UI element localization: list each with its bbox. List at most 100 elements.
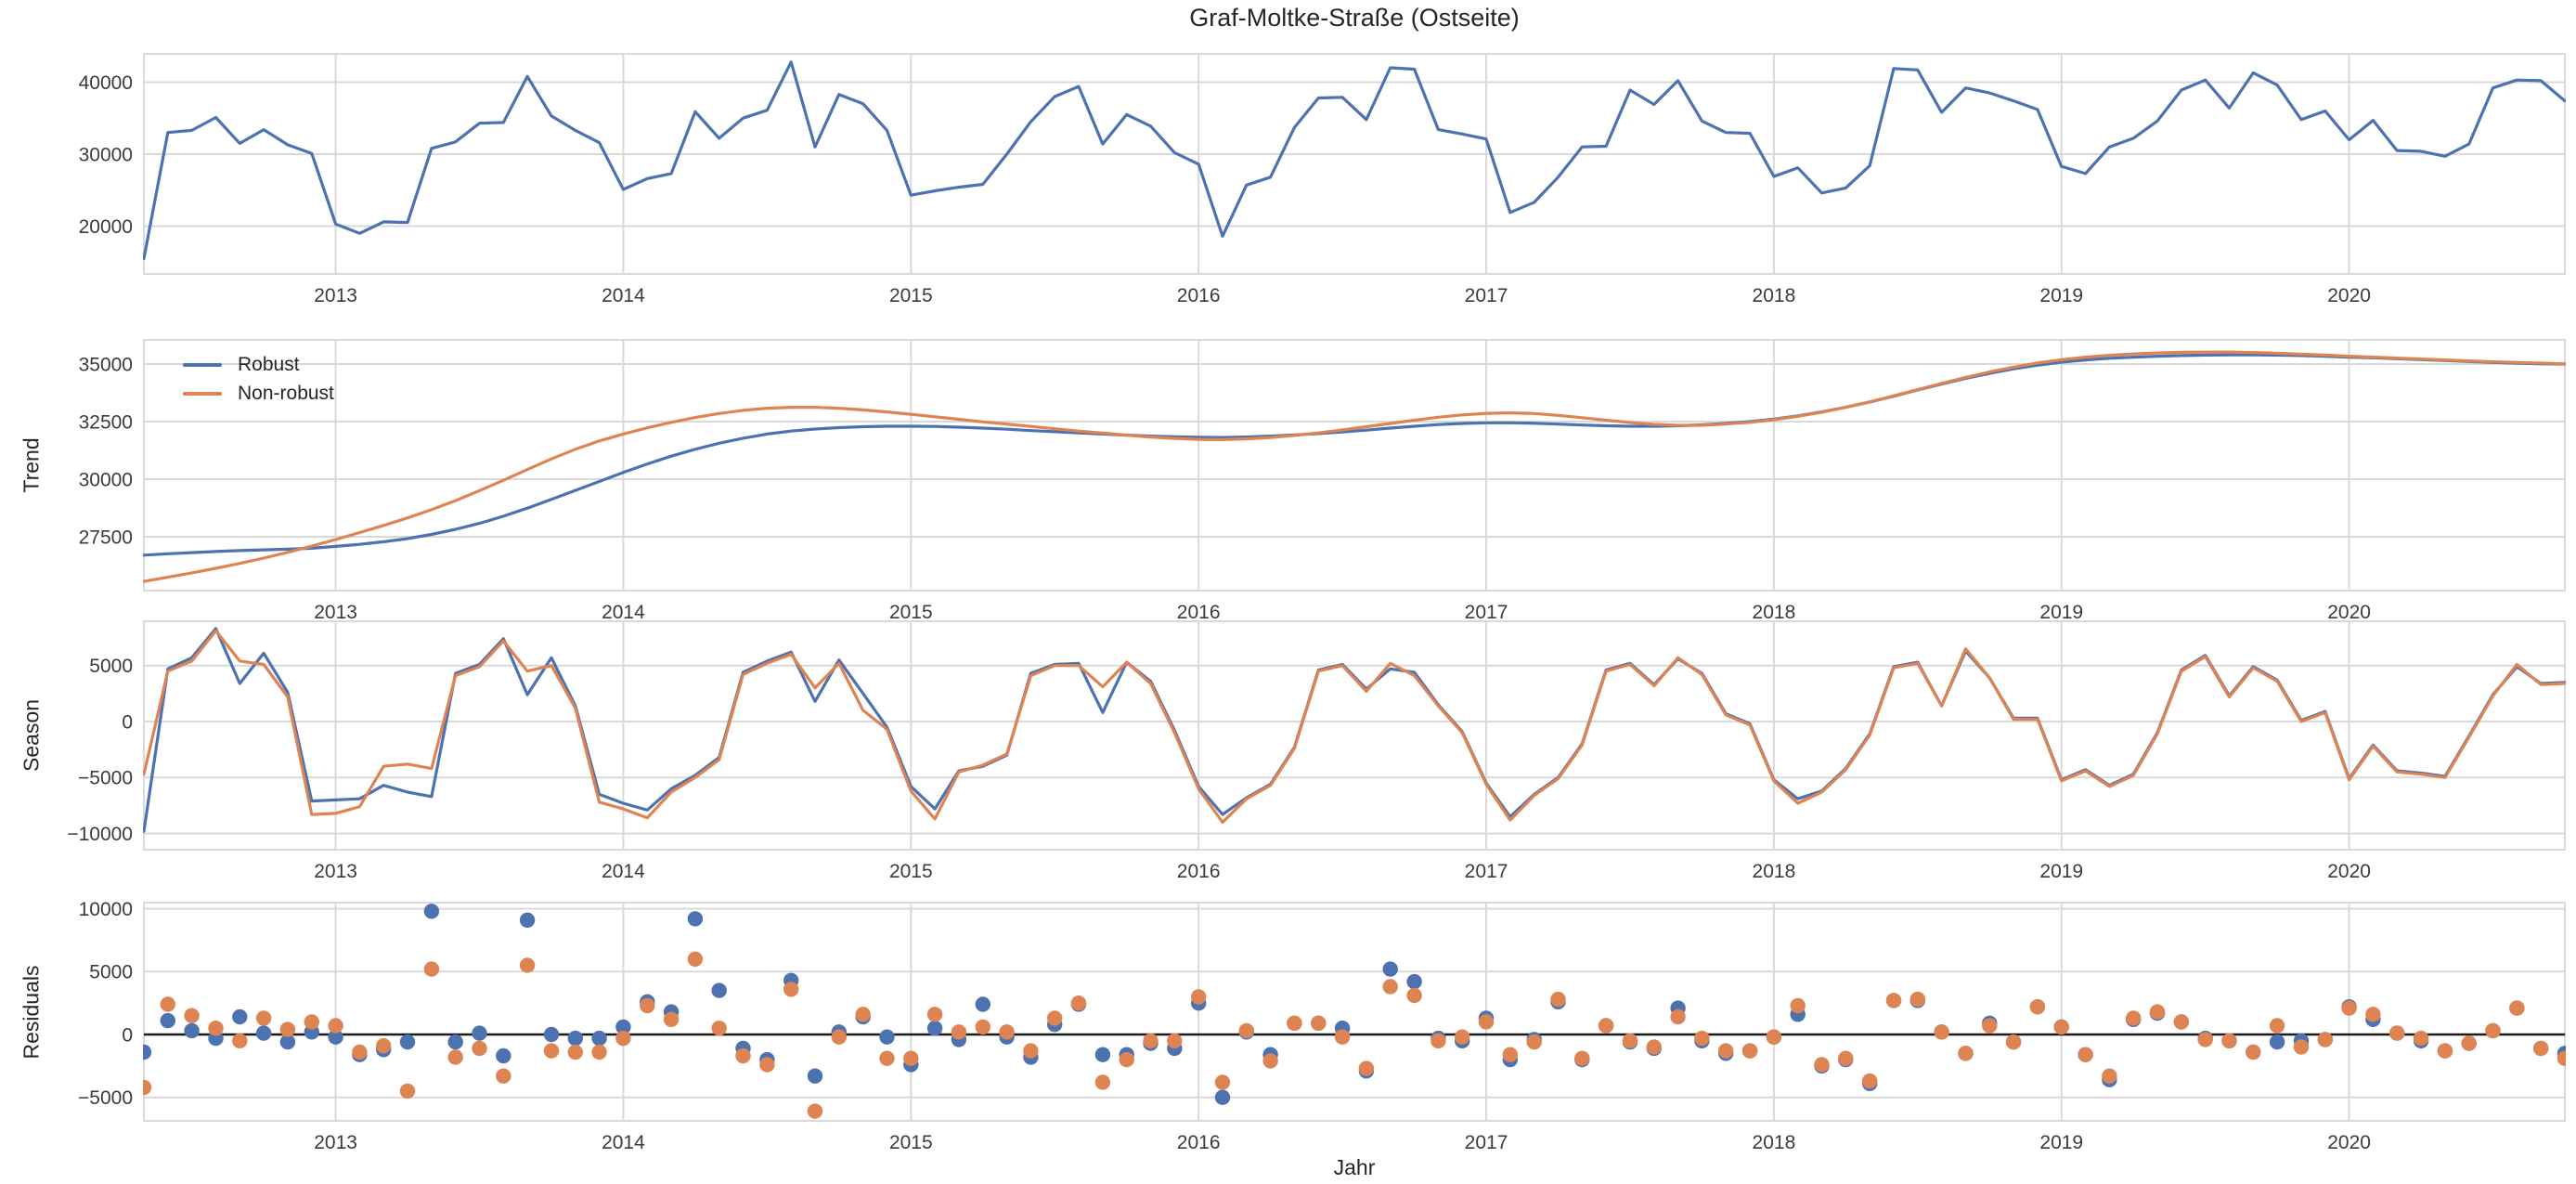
- residual-point: [1982, 1018, 1998, 1034]
- residual-point: [783, 982, 799, 997]
- residual-point: [711, 1021, 727, 1036]
- legend: Robust Non-robust: [183, 350, 334, 408]
- residual-point: [1094, 1047, 1111, 1062]
- residuals-non-robust-points: [143, 951, 2566, 1119]
- residual-point: [1478, 1014, 1495, 1030]
- residual-point: [879, 1029, 895, 1045]
- residual-point: [567, 1044, 583, 1060]
- residual-point: [2557, 1050, 2566, 1066]
- y-tick-label: 5000: [89, 962, 133, 983]
- residual-point: [926, 1007, 943, 1022]
- residual-point: [328, 1018, 343, 1034]
- residual-point: [711, 982, 727, 998]
- y-tick-label: 0: [122, 711, 133, 733]
- residual-point: [1718, 1043, 1734, 1059]
- x-tick-label: 2020: [2327, 1132, 2371, 1153]
- x-tick-label: 2018: [1753, 1132, 1796, 1153]
- x-tick-label: 2017: [1465, 1132, 1508, 1153]
- residual-point: [615, 1030, 631, 1047]
- residual-point: [1622, 1033, 1638, 1049]
- residual-point: [1094, 1074, 1111, 1090]
- x-tick-label: 2016: [1177, 285, 1221, 306]
- residual-point: [2317, 1032, 2333, 1047]
- legend-item-non-robust: Non-robust: [183, 379, 334, 408]
- residual-point: [1909, 991, 1925, 1008]
- residual-point: [1646, 1039, 1663, 1055]
- x-tick-label: 2014: [602, 861, 645, 882]
- x-tick-label: 2014: [602, 602, 645, 623]
- y-tick-label: 0: [122, 1024, 133, 1046]
- residual-point: [615, 1019, 631, 1035]
- y-tick-label: 35000: [79, 354, 133, 375]
- x-tick-label: 2019: [2039, 1132, 2083, 1153]
- x-tick-label: 2019: [2039, 861, 2083, 882]
- residual-point: [184, 1022, 200, 1039]
- y-tick-label: 5000: [89, 656, 133, 677]
- residual-point: [1119, 1051, 1134, 1068]
- legend-label-non-robust: Non-robust: [238, 382, 334, 404]
- residual-point: [1406, 987, 1422, 1004]
- residual-point: [2389, 1025, 2405, 1041]
- residual-point: [519, 912, 536, 928]
- x-tick-label: 2014: [602, 1132, 645, 1153]
- legend-label-robust: Robust: [238, 353, 300, 375]
- residual-point: [519, 957, 536, 973]
- residual-point: [2005, 1034, 2022, 1050]
- x-tick-label: 2015: [889, 602, 933, 623]
- trend-robust-line: [143, 353, 2566, 557]
- residual-point: [1790, 997, 1806, 1014]
- x-tick-label: 2014: [602, 285, 645, 306]
- residual-point: [160, 1012, 175, 1029]
- y-tick-label: 32500: [79, 411, 133, 433]
- residual-point: [687, 951, 704, 968]
- residual-point: [2149, 1004, 2166, 1020]
- residual-point: [1047, 1010, 1063, 1026]
- season-non-robust-line: [143, 629, 2566, 825]
- x-tick-label: 2015: [889, 861, 933, 882]
- y-tick-label: 30000: [79, 144, 133, 165]
- x-tick-label: 2015: [889, 285, 933, 306]
- residual-point: [184, 1008, 200, 1023]
- x-tick-label: 2017: [1465, 861, 1508, 882]
- residual-point: [143, 1044, 152, 1060]
- observed-observed-line: [143, 60, 2566, 260]
- residual-point: [472, 1040, 487, 1057]
- residual-point: [735, 1047, 751, 1064]
- residual-point: [2413, 1030, 2429, 1047]
- x-tick-label: 2019: [2039, 285, 2083, 306]
- y-tick-label: 20000: [79, 216, 133, 238]
- residual-point: [279, 1021, 296, 1037]
- non-robust-line-swatch: [183, 391, 222, 396]
- residual-point: [447, 1049, 463, 1065]
- residual-point: [447, 1034, 463, 1050]
- panel-season: −10000 −5000 0 5000 2013 2014 2015 2016 2017 2018…: [67, 620, 2566, 882]
- residual-point: [807, 1103, 823, 1119]
- residual-point: [2293, 1039, 2310, 1055]
- residual-point: [951, 1024, 967, 1040]
- residual-point: [1741, 1043, 1758, 1059]
- residual-point: [328, 1029, 343, 1045]
- chart-title: Graf-Moltke-Straße (Ostseite): [1189, 4, 1520, 32]
- residual-point: [759, 1057, 775, 1073]
- legend-item-robust: Robust: [183, 350, 334, 379]
- residual-point: [2053, 1019, 2069, 1035]
- x-tick-label: 2013: [314, 285, 357, 306]
- residual-point: [255, 1025, 272, 1041]
- panel-border: [143, 339, 2566, 592]
- robust-line-swatch: [183, 362, 222, 367]
- panel-border: [143, 902, 2566, 1122]
- residual-point: [663, 1011, 680, 1028]
- residual-point: [2173, 1014, 2190, 1030]
- panel-residuals: −5000 0 5000 10000 2013 2014 2015 2016 2017 2018 2…: [78, 899, 2566, 1153]
- residual-point: [543, 1026, 560, 1043]
- residual-point: [999, 1024, 1015, 1040]
- panel-observed: 20000 30000 40000 2013 2014 2015 2016 2017 2018 2…: [79, 53, 2566, 306]
- residual-point: [399, 1083, 416, 1099]
- residual-point: [1814, 1057, 1830, 1073]
- residual-point: [567, 1030, 583, 1047]
- residual-point: [472, 1025, 487, 1041]
- x-tick-label: 2015: [889, 1132, 933, 1153]
- x-axis-label: Jahr: [1333, 1155, 1376, 1179]
- y-tick-label: 10000: [79, 899, 133, 920]
